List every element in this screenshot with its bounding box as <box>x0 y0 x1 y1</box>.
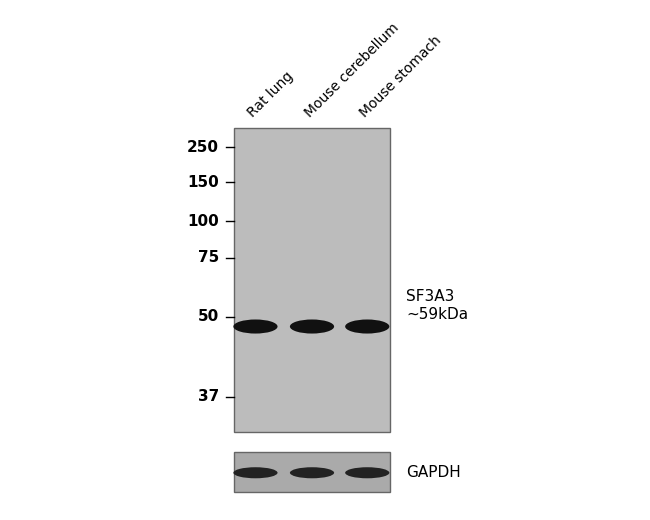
Bar <box>234 128 390 432</box>
Text: 150: 150 <box>187 175 219 190</box>
Ellipse shape <box>345 319 389 333</box>
Text: Mouse cerebellum: Mouse cerebellum <box>302 21 402 121</box>
Text: Rat lung: Rat lung <box>246 70 296 121</box>
Text: SF3A3: SF3A3 <box>406 289 454 304</box>
Text: 250: 250 <box>187 139 219 154</box>
Text: Mouse stomach: Mouse stomach <box>358 34 444 121</box>
Text: GAPDH: GAPDH <box>406 465 461 480</box>
Text: 100: 100 <box>187 214 219 229</box>
Ellipse shape <box>290 319 334 333</box>
Ellipse shape <box>290 467 334 478</box>
Text: 75: 75 <box>198 250 219 265</box>
Bar <box>234 452 390 492</box>
Text: 37: 37 <box>198 389 219 405</box>
Ellipse shape <box>233 467 278 478</box>
Text: 50: 50 <box>198 309 219 324</box>
Ellipse shape <box>233 319 278 333</box>
Ellipse shape <box>345 467 389 478</box>
Text: ~59kDa: ~59kDa <box>406 307 469 322</box>
